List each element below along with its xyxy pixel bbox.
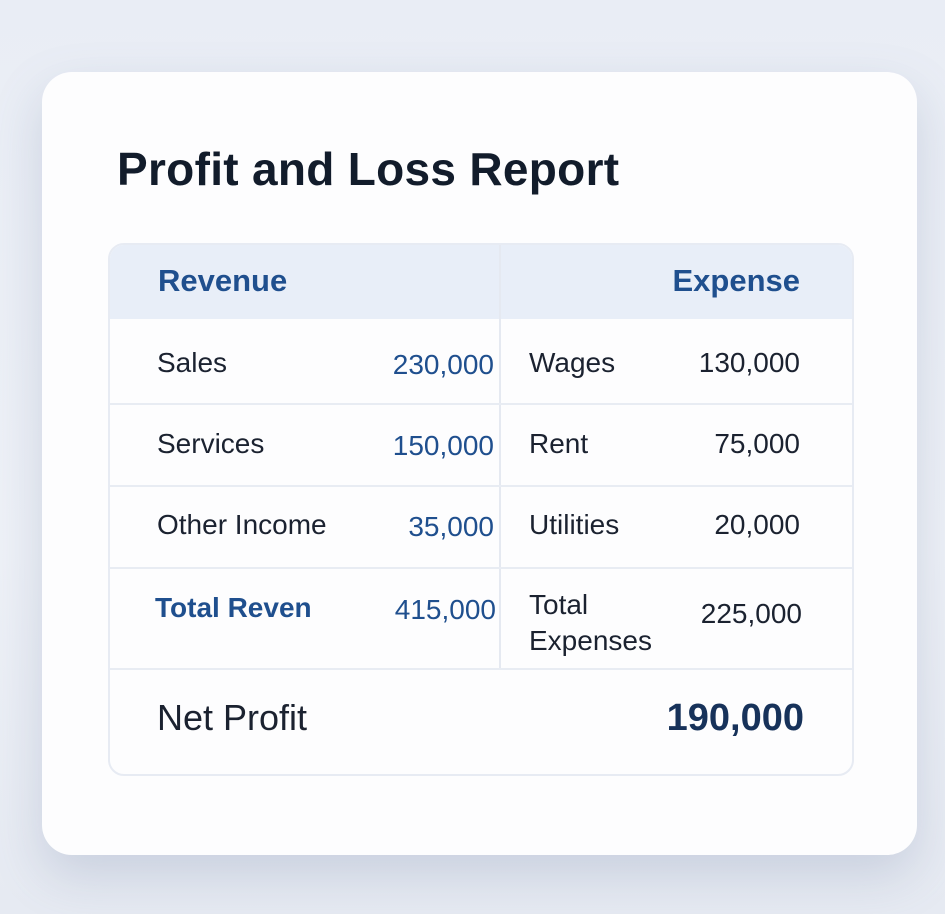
column-divider	[499, 245, 501, 668]
expense-value: 20,000	[714, 509, 800, 540]
expense-value: 130,000	[698, 347, 800, 378]
expense-label: Utilities	[529, 509, 620, 540]
pl-table: Revenue Expense Sales 230,000 Wages 130,…	[108, 243, 854, 776]
net-profit-label: Net Profit	[157, 697, 308, 738]
report-card: Profit and Loss Report Revenue Expense S…	[42, 72, 917, 855]
row-divider	[110, 668, 852, 670]
total-expenses-label-line2: Expenses	[529, 625, 652, 656]
row-divider	[110, 567, 852, 569]
total-expenses-label: Total Expenses	[529, 587, 652, 659]
revenue-label: Other Income	[157, 509, 327, 540]
expense-header: Expense	[672, 263, 800, 298]
revenue-value: 150,000	[392, 430, 494, 461]
net-profit-value: 190,000	[666, 697, 804, 739]
row-divider	[110, 485, 852, 487]
total-expenses-label-line1: Total	[529, 589, 589, 620]
revenue-value: 230,000	[392, 349, 494, 380]
expense-label: Wages	[529, 347, 616, 378]
total-expenses-value: 225,000	[700, 598, 802, 629]
row-divider	[110, 403, 852, 405]
expense-value: 75,000	[714, 428, 800, 459]
total-revenue-label: Total Reven	[155, 592, 312, 623]
revenue-label: Services	[157, 428, 265, 459]
revenue-header: Revenue	[158, 263, 288, 298]
revenue-label: Sales	[157, 347, 228, 378]
total-revenue-value: 415,000	[394, 594, 496, 625]
expense-label: Rent	[529, 428, 589, 459]
revenue-value: 35,000	[408, 511, 494, 542]
table-header: Revenue Expense	[110, 245, 852, 319]
page-title: Profit and Loss Report	[117, 143, 620, 195]
